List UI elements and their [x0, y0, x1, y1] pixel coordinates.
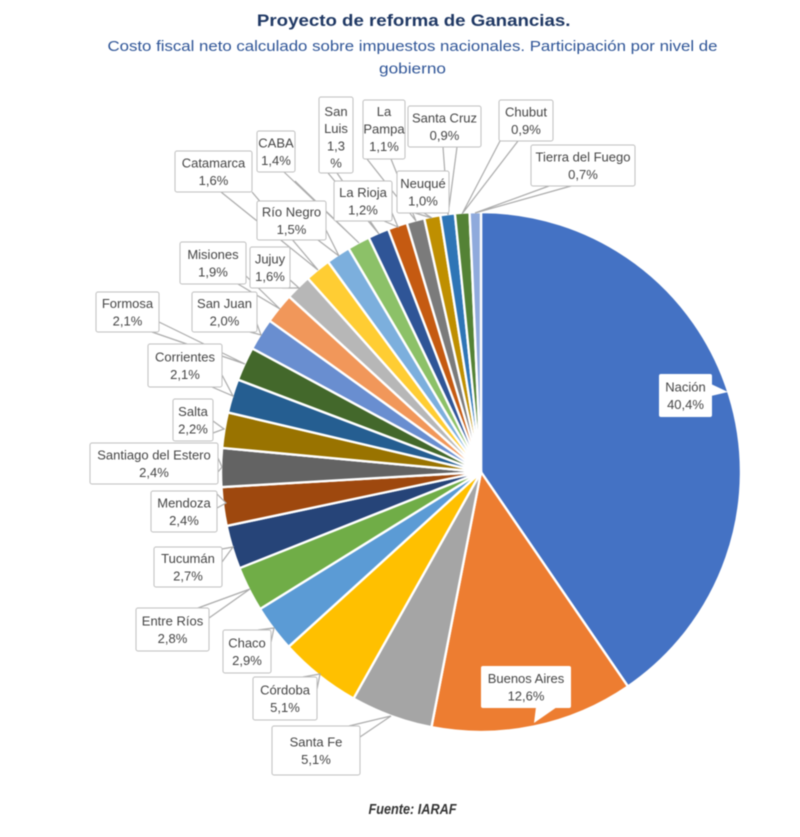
svg-text:2,4%: 2,4% — [169, 513, 199, 528]
svg-text:Nación: Nación — [665, 380, 705, 395]
svg-text:Proyecto de reforma de Gananci: Proyecto de reforma de Ganancias. — [257, 12, 571, 30]
svg-text:Jujuy: Jujuy — [255, 252, 286, 267]
svg-text:1,6%: 1,6% — [255, 269, 285, 284]
svg-text:San Juan: San Juan — [197, 296, 252, 311]
svg-text:1,9%: 1,9% — [198, 265, 228, 280]
svg-text:Salta: Salta — [178, 404, 208, 419]
svg-text:2,1%: 2,1% — [113, 314, 143, 329]
svg-text:Corrientes: Corrientes — [155, 350, 215, 365]
svg-text:1,5%: 1,5% — [277, 222, 307, 237]
svg-text:Fuente: IARAF: Fuente: IARAF — [369, 802, 458, 818]
svg-text:Córdoba: Córdoba — [260, 683, 311, 698]
svg-text:1,4%: 1,4% — [261, 153, 291, 168]
svg-text:gobierno: gobierno — [379, 62, 446, 78]
svg-text:5,1%: 5,1% — [301, 752, 331, 767]
svg-text:0,9%: 0,9% — [430, 128, 460, 143]
svg-text:CABA: CABA — [258, 136, 294, 151]
svg-text:Neuqué: Neuqué — [400, 176, 446, 191]
svg-text:1,3: 1,3 — [327, 138, 345, 153]
svg-text:Costo fiscal neto calculado so: Costo fiscal neto calculado sobre impues… — [108, 39, 718, 55]
svg-text:0,7%: 0,7% — [568, 167, 598, 182]
svg-text:Santa Fe: Santa Fe — [290, 735, 343, 750]
svg-text:5,1%: 5,1% — [270, 700, 300, 715]
svg-text:2,9%: 2,9% — [232, 653, 262, 668]
svg-text:12,6%: 12,6% — [508, 689, 545, 704]
svg-text:Tierra del Fuego: Tierra del Fuego — [536, 150, 631, 165]
svg-text:Mendoza: Mendoza — [157, 496, 211, 511]
svg-text:Formosa: Formosa — [102, 296, 154, 311]
svg-text:Misiones: Misiones — [187, 247, 239, 262]
svg-text:Luis: Luis — [324, 121, 348, 136]
svg-text:La Rioja: La Rioja — [339, 185, 387, 200]
svg-text:1,0%: 1,0% — [408, 194, 438, 209]
svg-text:2,7%: 2,7% — [173, 569, 203, 584]
svg-text:40,4%: 40,4% — [667, 397, 704, 412]
svg-text:0,9%: 0,9% — [511, 122, 541, 137]
svg-text:Entre Ríos: Entre Ríos — [142, 614, 204, 629]
svg-text:Chubut: Chubut — [505, 105, 547, 120]
svg-text:Río Negro: Río Negro — [262, 205, 321, 220]
svg-text:La: La — [377, 104, 392, 119]
svg-text:2,1%: 2,1% — [170, 367, 200, 382]
svg-text:1,6%: 1,6% — [199, 173, 229, 188]
svg-text:1,2%: 1,2% — [348, 203, 378, 218]
svg-text:Buenos Aires: Buenos Aires — [488, 671, 565, 686]
svg-text:1,1%: 1,1% — [369, 139, 399, 154]
svg-text:Pampa: Pampa — [363, 122, 405, 137]
svg-text:Tucumán: Tucumán — [161, 551, 215, 566]
svg-text:%: % — [330, 156, 342, 171]
svg-text:2,2%: 2,2% — [178, 422, 208, 437]
svg-text:2,8%: 2,8% — [158, 631, 188, 646]
svg-text:Catamarca: Catamarca — [182, 156, 246, 171]
svg-text:San: San — [324, 104, 347, 119]
svg-text:Chaco: Chaco — [228, 636, 266, 651]
svg-text:2,0%: 2,0% — [210, 314, 240, 329]
svg-text:Santa Cruz: Santa Cruz — [412, 111, 477, 126]
svg-text:2,4%: 2,4% — [139, 465, 169, 480]
svg-text:Santiago del Estero: Santiago del Estero — [97, 448, 210, 463]
